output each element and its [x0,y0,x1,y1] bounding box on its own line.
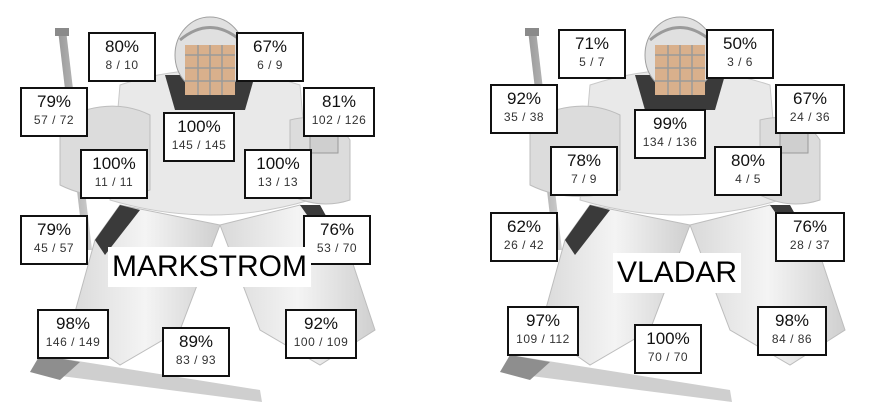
zone-blocker-high: 67% 6 / 9 [236,32,304,82]
zone-saves: 28 / 37 [789,238,831,252]
zone-pct: 76% [319,220,355,239]
zone-glove-shoulder: 92% 35 / 38 [490,84,558,134]
zone-glove-shoulder: 79% 57 / 72 [20,87,88,137]
goalie-panel-markstrom: 80% 8 / 10 67% 6 / 9 79% 57 / 72 81% 102… [20,15,377,404]
zone-glove-mid: 62% 26 / 42 [490,212,558,262]
zone-pct: 92% [506,89,542,108]
zone-saves: 109 / 112 [516,332,570,346]
zone-saves: 146 / 149 [45,335,101,349]
zone-glove-arm: 78% 7 / 9 [550,146,618,196]
zone-blocker-low: 98% 84 / 86 [757,306,827,356]
zone-saves: 7 / 9 [571,172,597,186]
zone-glove-high: 80% 8 / 10 [88,32,156,82]
goalie-panel-vladar: 71% 5 / 7 50% 3 / 6 92% 35 / 38 67% 24 /… [470,0,879,405]
zone-saves: 83 / 93 [175,353,217,367]
zone-saves: 4 / 5 [735,172,761,186]
zone-pct: 78% [566,151,602,170]
zone-glove-low: 97% 109 / 112 [507,306,579,356]
zone-pct: 71% [574,34,610,53]
zone-saves: 13 / 13 [257,175,299,189]
zone-blocker-shoulder: 81% 102 / 126 [303,87,375,137]
zone-saves: 45 / 57 [33,241,75,255]
zone-glove-arm: 100% 11 / 11 [80,149,148,199]
zone-glove-high: 71% 5 / 7 [558,29,626,79]
goalie-name: VLADAR [613,253,742,293]
zone-blocker-mid: 76% 53 / 70 [303,215,371,265]
zone-pct: 100% [646,329,690,348]
goalie-name: MARKSTROM [108,247,311,287]
zone-pct: 92% [303,314,339,333]
zone-blocker-shoulder: 67% 24 / 36 [775,84,845,134]
zone-saves: 35 / 38 [503,110,545,124]
zone-blocker-high: 50% 3 / 6 [706,29,774,79]
zone-chest: 99% 134 / 136 [634,109,706,159]
zone-saves: 134 / 136 [642,135,698,149]
zone-pct: 76% [792,217,828,236]
zone-pct: 67% [252,37,288,56]
zone-saves: 145 / 145 [171,138,227,152]
zone-saves: 102 / 126 [311,113,367,127]
zone-pct: 100% [92,154,136,173]
zone-pct: 80% [104,37,140,56]
zone-pct: 79% [36,220,72,239]
zone-pct: 99% [652,114,688,133]
zone-chest: 100% 145 / 145 [163,112,235,162]
zone-blocker-low: 92% 100 / 109 [285,309,357,359]
zone-pct: 100% [177,117,221,136]
zone-saves: 8 / 10 [105,58,139,72]
zone-pct: 80% [730,151,766,170]
zone-saves: 6 / 9 [257,58,283,72]
zone-saves: 24 / 36 [789,110,831,124]
zone-pct: 81% [321,92,357,111]
zone-blocker-arm: 80% 4 / 5 [714,146,782,196]
zone-pct: 100% [256,154,300,173]
zone-pct: 79% [36,92,72,111]
zone-glove-mid: 79% 45 / 57 [20,215,88,265]
zone-blocker-arm: 100% 13 / 13 [244,149,312,199]
zone-saves: 3 / 6 [727,55,753,69]
zone-pct: 97% [525,311,561,330]
zone-pct: 89% [178,332,214,351]
zone-saves: 100 / 109 [293,335,349,349]
zone-pct: 50% [722,34,758,53]
zone-saves: 53 / 70 [316,241,358,255]
zone-five-hole: 89% 83 / 93 [162,327,230,377]
zone-pct: 67% [792,89,828,108]
zone-pct: 98% [55,314,91,333]
zone-saves: 57 / 72 [33,113,75,127]
zone-saves: 5 / 7 [579,55,605,69]
zone-saves: 84 / 86 [771,332,813,346]
zone-saves: 26 / 42 [503,238,545,252]
zone-pct: 62% [506,217,542,236]
zone-pct: 98% [774,311,810,330]
zone-glove-low: 98% 146 / 149 [37,309,109,359]
zone-five-hole: 100% 70 / 70 [634,324,702,374]
zone-saves: 11 / 11 [94,175,134,189]
zone-blocker-mid: 76% 28 / 37 [775,212,845,262]
zone-saves: 70 / 70 [647,350,689,364]
